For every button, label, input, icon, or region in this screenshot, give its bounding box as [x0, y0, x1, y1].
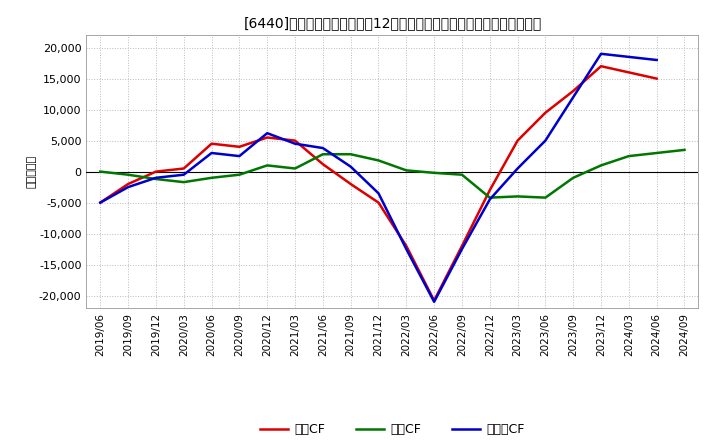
- フリーCF: [652, 57, 661, 62]
- 投資CF: [569, 175, 577, 180]
- フリーCF: [263, 131, 271, 136]
- 営業CF: [430, 298, 438, 303]
- フリーCF: [569, 95, 577, 100]
- 営業CF: [485, 187, 494, 193]
- フリーCF: [96, 200, 104, 205]
- Line: 営業CF: 営業CF: [100, 66, 657, 301]
- 営業CF: [346, 181, 355, 187]
- Line: 投資CF: 投資CF: [100, 150, 685, 198]
- 営業CF: [152, 169, 161, 174]
- 投資CF: [402, 168, 410, 173]
- 投資CF: [541, 195, 550, 200]
- フリーCF: [291, 141, 300, 147]
- 営業CF: [513, 138, 522, 143]
- フリーCF: [402, 246, 410, 252]
- フリーCF: [318, 145, 327, 150]
- 投資CF: [96, 169, 104, 174]
- 投資CF: [458, 172, 467, 177]
- 投資CF: [124, 172, 132, 177]
- Title: [6440]　キャッシュフローの12か月移動合計の対前年同期増減額の推移: [6440] キャッシュフローの12か月移動合計の対前年同期増減額の推移: [243, 16, 541, 30]
- 営業CF: [124, 181, 132, 187]
- 投資CF: [485, 195, 494, 200]
- フリーCF: [346, 164, 355, 169]
- 投資CF: [207, 175, 216, 180]
- 投資CF: [374, 158, 383, 163]
- 営業CF: [179, 166, 188, 171]
- フリーCF: [179, 172, 188, 177]
- フリーCF: [124, 184, 132, 190]
- フリーCF: [624, 54, 633, 59]
- 営業CF: [624, 70, 633, 75]
- 投資CF: [597, 163, 606, 168]
- 投資CF: [624, 154, 633, 159]
- 投資CF: [680, 147, 689, 153]
- 営業CF: [569, 88, 577, 94]
- 投資CF: [235, 172, 243, 177]
- 営業CF: [235, 144, 243, 150]
- フリーCF: [235, 154, 243, 159]
- 営業CF: [207, 141, 216, 147]
- 投資CF: [346, 152, 355, 157]
- フリーCF: [207, 150, 216, 156]
- フリーCF: [152, 175, 161, 180]
- Y-axis label: （百万円）: （百万円）: [26, 155, 36, 188]
- 営業CF: [374, 200, 383, 205]
- 投資CF: [430, 170, 438, 176]
- 営業CF: [541, 110, 550, 115]
- 営業CF: [96, 200, 104, 205]
- 投資CF: [513, 194, 522, 199]
- 投資CF: [318, 152, 327, 157]
- 営業CF: [652, 76, 661, 81]
- フリーCF: [430, 299, 438, 304]
- 営業CF: [318, 161, 327, 167]
- 営業CF: [263, 135, 271, 140]
- Line: フリーCF: フリーCF: [100, 54, 657, 302]
- 投資CF: [652, 150, 661, 156]
- 営業CF: [458, 243, 467, 249]
- 投資CF: [152, 176, 161, 182]
- フリーCF: [541, 138, 550, 143]
- フリーCF: [513, 166, 522, 171]
- フリーCF: [485, 197, 494, 202]
- フリーCF: [597, 51, 606, 56]
- 営業CF: [291, 138, 300, 143]
- 投資CF: [291, 166, 300, 171]
- 投資CF: [263, 163, 271, 168]
- Legend: 営業CF, 投資CF, フリーCF: 営業CF, 投資CF, フリーCF: [256, 418, 529, 440]
- 営業CF: [597, 63, 606, 69]
- フリーCF: [374, 191, 383, 196]
- 投資CF: [179, 180, 188, 185]
- フリーCF: [458, 246, 467, 252]
- 営業CF: [402, 243, 410, 249]
